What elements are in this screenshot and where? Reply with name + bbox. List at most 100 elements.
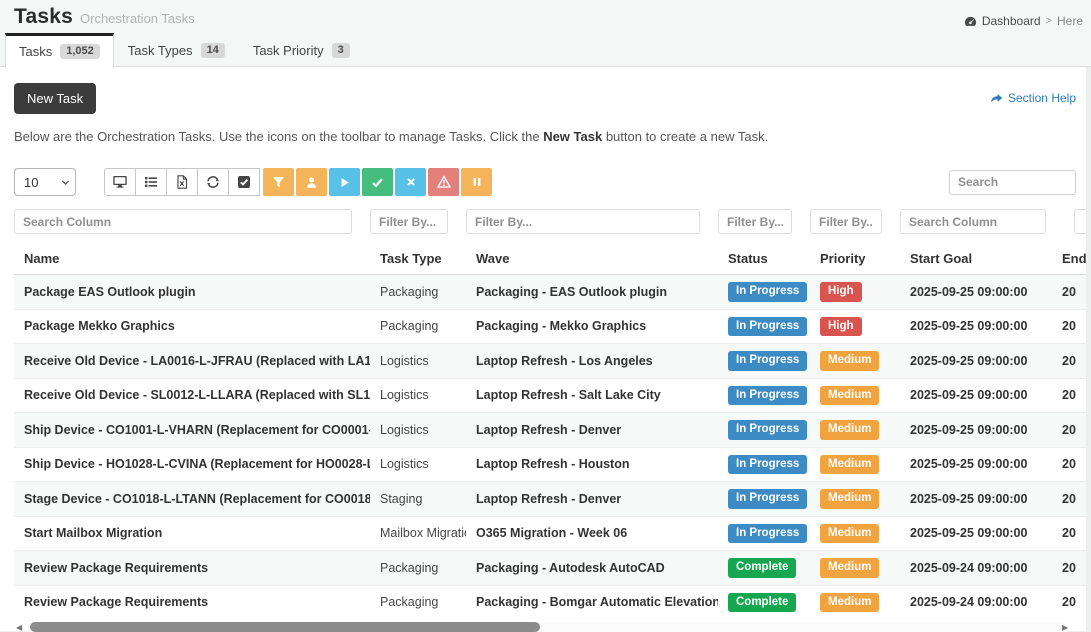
wave-cell: Packaging - Bomgar Automatic Elevation S… [476, 595, 718, 610]
share-icon [990, 92, 1003, 105]
table-row[interactable]: Package EAS Outlook plugin Packaging Pac… [14, 274, 1086, 310]
column-header-start-goal[interactable]: Start Goal [900, 243, 1052, 275]
priority-cell: Medium [810, 585, 900, 619]
times-icon [405, 176, 417, 188]
wave-cell: Laptop Refresh - Houston [476, 457, 630, 472]
start-goal-cell: 2025-09-25 09:00:00 [910, 388, 1028, 403]
filter-icon [272, 176, 285, 189]
dashboard-icon [964, 15, 977, 28]
filter-button[interactable] [263, 168, 294, 196]
start-goal-cell: 2025-09-25 09:00:00 [910, 319, 1028, 334]
task-name-cell: Ship Device - HO1028-L-CVINA (Replacemen… [24, 457, 370, 472]
table-row[interactable]: Receive Old Device - SL0012-L-LLARA (Rep… [14, 378, 1086, 413]
filter-wave-input[interactable] [466, 209, 700, 234]
status-badge: Complete [728, 592, 797, 612]
task-name-cell: Review Package Requirements [24, 595, 209, 610]
desktop-button[interactable] [104, 168, 136, 196]
table-row[interactable]: Review Package Requirements Packaging Pa… [14, 550, 1086, 586]
priority-badge: Medium [820, 489, 880, 509]
table-row[interactable]: Ship Device - HO1028-L-CVINA (Replacemen… [14, 447, 1086, 482]
page-size-select[interactable]: 10 [14, 168, 76, 196]
table-row[interactable]: Ship Device - CO1001-L-VHARN (Replacemen… [14, 412, 1086, 447]
priority-badge: Medium [820, 523, 880, 543]
sync-button[interactable] [197, 168, 229, 196]
task-type-cell: Logistics [380, 422, 429, 437]
priority-cell: Medium [810, 378, 900, 413]
priority-badge: Medium [820, 385, 880, 405]
tab-bar: Tasks 1,052 Task Types 14 Task Priority … [0, 33, 1091, 67]
breadcrumb-dashboard-link[interactable]: Dashboard [981, 14, 1041, 28]
table-row[interactable]: Receive Old Device - LA0016-L-JFRAU (Rep… [14, 343, 1086, 379]
column-header-status[interactable]: Status [718, 243, 810, 275]
status-cell: In Progress [718, 344, 810, 379]
status-badge: In Progress [728, 282, 808, 302]
desktop-icon [113, 175, 127, 189]
task-name-cell: Receive Old Device - SL0012-L-LLARA (Rep… [24, 388, 370, 403]
end-goal-cell: 20 [1062, 491, 1076, 506]
scroll-right-arrow-icon[interactable]: ▶ [1062, 623, 1069, 632]
play-button[interactable] [329, 168, 360, 196]
tasks-table: Name Task Type Wave Status Priority Star… [14, 243, 1086, 619]
times-button[interactable] [395, 168, 426, 196]
filter-task-type-input[interactable] [370, 209, 448, 234]
task-type-cell: Packaging [380, 560, 439, 575]
priority-badge: High [820, 316, 862, 336]
user-button[interactable] [296, 168, 327, 196]
priority-cell: Medium [810, 344, 900, 379]
check-square-button[interactable] [228, 168, 260, 196]
status-cell: In Progress [718, 275, 810, 310]
tab-label: Tasks [19, 44, 53, 59]
user-icon [305, 176, 318, 189]
tab-task-priority[interactable]: Task Priority 3 [239, 33, 364, 67]
check-button[interactable] [362, 168, 393, 196]
column-header-name[interactable]: Name [14, 243, 370, 275]
status-cell: In Progress [718, 482, 810, 517]
wave-cell: Laptop Refresh - Denver [476, 491, 622, 506]
status-badge: In Progress [728, 385, 808, 405]
check-square-icon [237, 175, 251, 189]
scrollbar-thumb[interactable] [30, 622, 540, 632]
column-header-priority[interactable]: Priority [810, 243, 900, 275]
table-row[interactable]: Review Package Requirements Packaging Pa… [14, 585, 1086, 619]
priority-badge: Medium [820, 351, 880, 371]
priority-badge: Medium [820, 454, 880, 474]
wave-cell: Laptop Refresh - Salt Lake City [476, 388, 661, 403]
content-panel: New Task Section Help Below are the Orch… [0, 67, 1086, 632]
filter-end-goal-input[interactable] [1074, 209, 1086, 234]
column-header-end-goal[interactable]: End Goal [1052, 243, 1086, 275]
priority-cell: Medium [810, 551, 900, 586]
filter-name-input[interactable] [14, 209, 352, 234]
priority-cell: High [810, 309, 900, 344]
new-task-button[interactable]: New Task [14, 83, 97, 114]
filter-start-goal-input[interactable] [900, 209, 1046, 234]
description-text: Below are the Orchestration Tasks. Use t… [14, 129, 769, 144]
table-row[interactable]: Start Mailbox Migration Mailbox Migrati o… [14, 516, 1086, 551]
column-header-task-type[interactable]: Task Type [370, 243, 466, 275]
scroll-left-arrow-icon[interactable]: ◀ [16, 623, 23, 632]
pause-icon [471, 176, 483, 188]
task-name-cell: Stage Device - CO1018-L-LTANN (Replaceme… [24, 491, 370, 506]
tab-task-types[interactable]: Task Types 14 [114, 33, 239, 67]
search-input[interactable] [949, 169, 1076, 195]
section-help-link[interactable]: Section Help [990, 91, 1076, 105]
section-help-label: Section Help [1007, 91, 1076, 105]
task-type-cell: Staging [380, 491, 423, 506]
tab-tasks[interactable]: Tasks 1,052 [5, 33, 114, 67]
scrollbar-track[interactable] [28, 622, 1068, 632]
table-row[interactable]: Package Mekko Graphics Packaging Packagi… [14, 309, 1086, 344]
horizontal-scrollbar: ◀ ▶ [14, 621, 1086, 632]
page-subtitle: Orchestration Tasks [80, 11, 195, 26]
table-row[interactable]: Stage Device - CO1018-L-LTANN (Replaceme… [14, 481, 1086, 517]
filter-priority-input[interactable] [810, 209, 882, 234]
task-name-cell: Review Package Requirements [24, 560, 209, 575]
priority-badge: Medium [820, 558, 880, 578]
pause-button[interactable] [461, 168, 492, 196]
file-excel-button[interactable] [166, 168, 198, 196]
wave-cell: Laptop Refresh - Los Angeles [476, 353, 653, 368]
task-type-cell: Packaging [380, 319, 439, 334]
warning-button[interactable] [428, 168, 459, 196]
column-header-wave[interactable]: Wave [466, 243, 718, 275]
list-button[interactable] [135, 168, 167, 196]
status-cell: In Progress [718, 378, 810, 413]
filter-status-input[interactable] [718, 209, 792, 234]
